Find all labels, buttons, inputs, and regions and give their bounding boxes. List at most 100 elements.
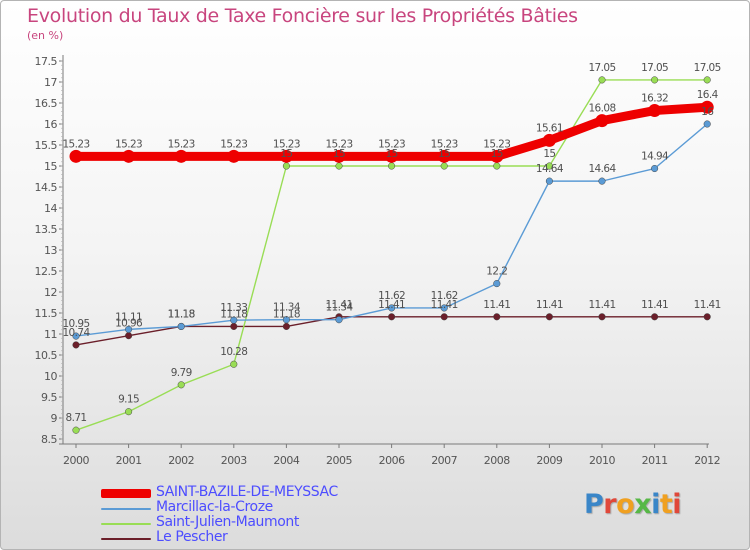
x-tick-label: 2006 (379, 454, 405, 467)
data-label: 9.15 (118, 394, 139, 406)
data-point (282, 322, 290, 330)
y-tick-label: 12.5 (35, 265, 58, 278)
data-label: 11.18 (168, 308, 195, 320)
x-tick-label: 2007 (431, 454, 457, 467)
data-point (227, 149, 241, 163)
data-label: 9.79 (171, 367, 192, 379)
data-label: 15.23 (62, 138, 89, 150)
data-label: 17.05 (694, 62, 721, 74)
data-point (651, 164, 659, 173)
data-point (542, 133, 556, 147)
data-label: 10.96 (115, 318, 143, 330)
data-point (648, 104, 662, 118)
data-point (440, 313, 448, 321)
y-tick-label: 13 (44, 244, 57, 257)
data-label: 11.62 (431, 290, 458, 302)
data-label: 14.94 (641, 151, 669, 163)
data-label: 16.4 (697, 89, 719, 101)
data-point (595, 114, 609, 128)
legend-label: Saint-Julien-Maumont (156, 514, 299, 530)
data-point (385, 149, 399, 163)
x-tick-label: 2011 (642, 454, 668, 467)
y-tick-label: 14 (44, 202, 57, 215)
legend-swatch (101, 538, 151, 540)
data-point (703, 76, 711, 84)
data-label: 16.08 (588, 103, 615, 115)
data-point (490, 149, 504, 163)
data-point (545, 177, 553, 185)
data-label: 11.34 (273, 302, 301, 314)
data-label: 11.33 (220, 302, 247, 314)
y-tick-label: 15.5 (35, 139, 58, 152)
data-point (125, 332, 133, 340)
legend-swatch (101, 523, 151, 525)
data-label: 17.05 (641, 62, 668, 74)
data-label: 11.18 (220, 308, 247, 320)
data-label: 11.41 (325, 299, 352, 311)
y-tick-label: 9.5 (41, 391, 57, 404)
data-label: 15.23 (273, 138, 300, 150)
data-point (177, 381, 185, 389)
data-point (598, 313, 606, 321)
data-label: 15.23 (483, 138, 510, 150)
x-tick-label: 2009 (536, 454, 562, 467)
data-label: 15 (491, 148, 503, 160)
data-point (703, 120, 711, 128)
data-point (437, 149, 451, 163)
data-point (125, 408, 133, 416)
data-label: 15.23 (168, 138, 195, 150)
data-label: 11.41 (378, 299, 405, 311)
y-tick-label: 16 (44, 118, 57, 131)
data-label: 11.11 (115, 311, 142, 323)
data-label: 16 (701, 106, 714, 118)
data-point (125, 325, 133, 333)
x-tick-label: 2008 (484, 454, 510, 467)
data-label: 10.28 (220, 346, 247, 358)
x-tick-label: 2002 (168, 454, 194, 467)
data-point (651, 76, 659, 84)
data-label: 15.23 (325, 138, 352, 150)
data-point (388, 313, 396, 321)
y-tick-label: 10 (44, 370, 57, 383)
y-tick-label: 13.5 (35, 223, 58, 236)
data-point (598, 76, 606, 84)
y-tick-label: 10.5 (35, 349, 58, 362)
y-tick-label: 17 (44, 76, 57, 89)
data-label: 15.23 (220, 138, 247, 150)
data-label: 15 (386, 148, 398, 160)
data-label: 15.23 (431, 138, 458, 150)
data-label: 15.23 (378, 138, 405, 150)
data-label: 8.71 (66, 412, 87, 424)
x-tick-label: 2001 (116, 454, 142, 467)
data-label: 14.64 (536, 163, 564, 175)
data-label: 16.32 (641, 93, 668, 105)
data-point (440, 304, 448, 312)
data-point (69, 149, 83, 163)
data-label: 11.62 (378, 290, 405, 302)
data-label: 15 (438, 148, 450, 160)
data-label: 17.05 (588, 62, 615, 74)
data-point (493, 313, 501, 321)
legend-label: Le Pescher (156, 529, 228, 545)
data-label: 10.74 (62, 327, 90, 339)
data-label: 11.41 (536, 299, 563, 311)
data-point (122, 149, 136, 163)
series-line (75, 316, 708, 346)
data-label: 11.41 (483, 299, 510, 311)
legend-label: Marcillac-la-Croze (156, 499, 273, 515)
data-point (335, 316, 343, 324)
data-point (230, 360, 238, 368)
data-point (703, 313, 711, 321)
data-label: 12.2 (486, 266, 507, 278)
data-point (177, 322, 185, 330)
data-label: 11.41 (641, 299, 668, 311)
data-point (72, 426, 80, 434)
y-tick-label: 8.5 (41, 433, 57, 446)
data-point (332, 149, 346, 163)
x-tick-label: 2000 (63, 454, 89, 467)
y-tick-label: 12 (44, 286, 57, 299)
data-label: 14.64 (588, 163, 616, 175)
x-tick-label: 2004 (273, 454, 299, 467)
data-label: 11.41 (431, 299, 458, 311)
